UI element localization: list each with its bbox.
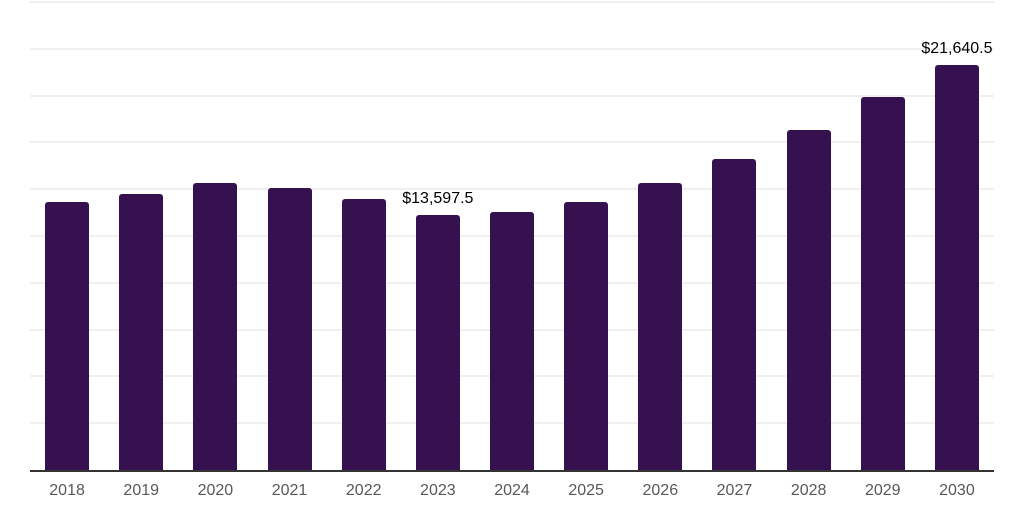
x-tick-2018: 2018 [49,482,85,499]
x-axis-labels: 2018 2019 2020 2021 2022 2023 2024 2025 2026 2027… [30,483,994,501]
x-tick-2022: 2022 [345,482,382,499]
bar-2030 [934,64,979,470]
bars: $13,597.5 $21,640.5 [30,2,994,470]
x-tick-2019: 2019 [123,482,160,499]
bar-2019 [119,193,164,470]
value-label-2030: $21,640.5 [921,39,993,57]
gridline-25000 [30,1,994,3]
x-tick-2030: 2030 [939,482,975,499]
bar-2026 [638,183,683,470]
x-tick-2026: 2026 [642,482,679,499]
x-tick-2027: 2027 [716,482,753,499]
bar-2025 [564,201,609,470]
x-tick-2023: 2023 [420,482,456,499]
plot-area: $13,597.5 $21,640.5 [30,1,994,472]
bar-2023 [415,215,460,470]
bar-2027 [712,159,757,470]
gridline-15000 [30,188,994,191]
x-tick-2025: 2025 [568,482,604,499]
x-tick-2029: 2029 [864,482,901,499]
gridline-17500 [30,141,994,144]
bar-2024 [490,212,534,470]
bar-2020 [193,183,238,470]
bar-2018 [45,202,90,470]
x-tick-2020: 2020 [197,482,234,499]
bar-2029 [860,96,905,470]
x-axis-line [30,470,994,472]
x-tick-2028: 2028 [790,482,827,499]
x-tick-2024: 2024 [494,482,530,499]
bar-2021 [267,188,312,470]
gridline-20000 [30,94,994,97]
bar-2022 [341,198,386,470]
value-label-2023: $13,597.5 [402,190,474,208]
x-tick-2021: 2021 [271,482,308,499]
bar-2028 [786,130,831,470]
gridline-22500 [30,47,994,50]
